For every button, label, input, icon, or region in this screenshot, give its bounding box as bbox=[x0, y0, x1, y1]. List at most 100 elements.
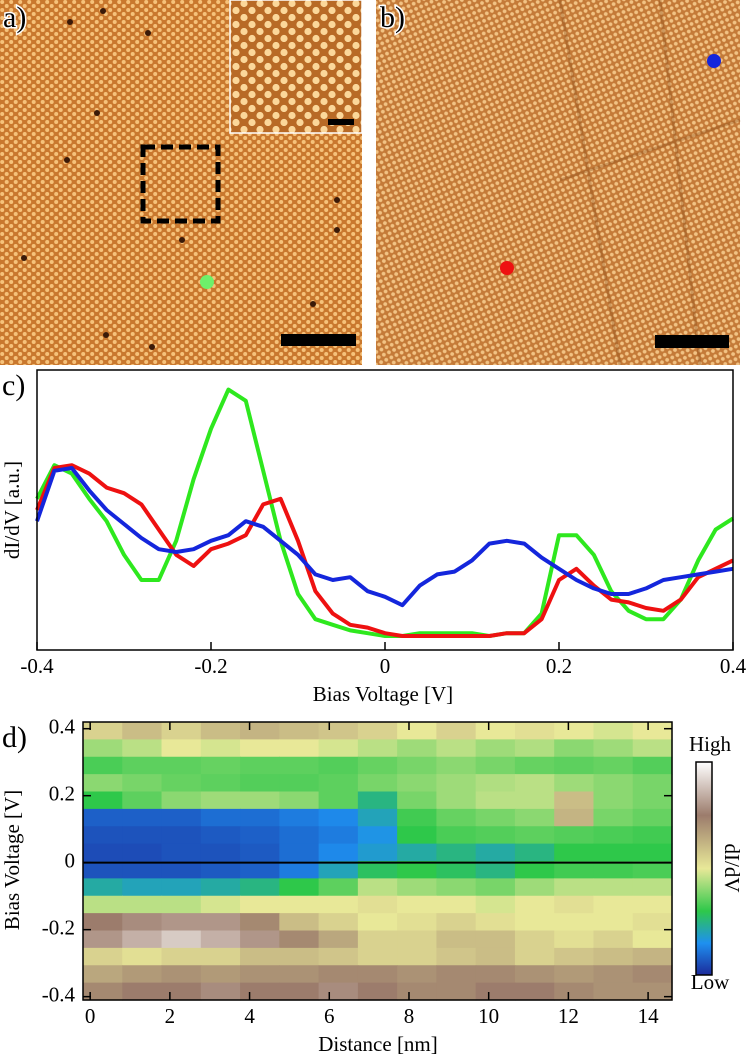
heatmap-cell bbox=[318, 930, 359, 949]
heatmap-cell bbox=[397, 774, 437, 793]
heatmap-cell bbox=[357, 756, 398, 775]
heatmap-cell bbox=[240, 965, 280, 984]
heatmap-cell bbox=[593, 878, 634, 897]
heatmap-cell bbox=[83, 982, 123, 1001]
heatmap-cell bbox=[397, 739, 437, 758]
heatmap-cell bbox=[200, 791, 241, 810]
heatmap-cell bbox=[397, 982, 437, 1001]
heatmap-cell bbox=[436, 947, 477, 966]
heatmap-cell bbox=[632, 722, 673, 740]
x-tick-label: 0.4 bbox=[720, 654, 747, 678]
heatmap-cell bbox=[632, 895, 673, 914]
heatmap-cell bbox=[279, 756, 320, 775]
heatmap-cell bbox=[554, 947, 595, 966]
heatmap-cell bbox=[514, 774, 555, 793]
heatmap-cell bbox=[318, 756, 359, 775]
heatmap-cell bbox=[397, 826, 437, 845]
heatmap-cell bbox=[122, 947, 163, 966]
heatmap-cell bbox=[161, 722, 202, 740]
heatmap-cell bbox=[436, 878, 477, 897]
heatmap-cell bbox=[475, 826, 516, 845]
heatmap-cell bbox=[475, 791, 516, 810]
heatmap-cell bbox=[279, 739, 320, 758]
heatmap-cell bbox=[357, 861, 398, 879]
heatmap-cell bbox=[554, 756, 595, 775]
heatmap-cell bbox=[161, 861, 202, 879]
x-tick-label: 4 bbox=[244, 1004, 255, 1028]
heatmap-cell bbox=[514, 722, 555, 740]
y-tick-label: -0.2 bbox=[42, 915, 75, 939]
heatmap-cell bbox=[83, 895, 123, 914]
x-tick-label: 8 bbox=[404, 1004, 415, 1028]
panel-label: b) bbox=[380, 1, 405, 34]
heatmap-cell bbox=[357, 930, 398, 949]
heatmap-cell bbox=[161, 913, 202, 932]
heatmap-cell bbox=[357, 722, 398, 740]
heatmap-cell bbox=[593, 739, 634, 758]
heatmap-cell bbox=[240, 791, 280, 810]
heatmap-cell bbox=[632, 947, 673, 966]
heatmap-cell bbox=[161, 965, 202, 984]
heatmap-cell bbox=[240, 756, 280, 775]
heatmap-cell bbox=[279, 843, 320, 862]
plot-frame bbox=[36, 369, 734, 651]
heatmap-cell bbox=[279, 965, 320, 984]
heatmap-cell bbox=[554, 791, 595, 810]
heatmap-cell bbox=[436, 930, 477, 949]
heatmap-cell bbox=[357, 913, 398, 932]
heatmap-cell bbox=[632, 982, 673, 1001]
heatmap-cell bbox=[357, 947, 398, 966]
heatmap-cell bbox=[436, 965, 477, 984]
heatmap-cell bbox=[593, 895, 634, 914]
heatmap-cell bbox=[554, 895, 595, 914]
heatmap-cell bbox=[240, 878, 280, 897]
heatmap-cell bbox=[279, 826, 320, 845]
heatmap-cell bbox=[554, 930, 595, 949]
y-axis-label: Bias Voltage [V] bbox=[0, 790, 24, 930]
heatmap-cell bbox=[593, 722, 634, 740]
heatmap-cell bbox=[397, 843, 437, 862]
heatmap-cell bbox=[514, 826, 555, 845]
panel-label: c) bbox=[2, 369, 25, 402]
heatmap-cell bbox=[83, 843, 123, 862]
y-tick-label: 0.4 bbox=[49, 715, 76, 739]
heatmap-cell bbox=[514, 756, 555, 775]
heatmap-cell bbox=[318, 843, 359, 862]
heatmap-cell bbox=[554, 861, 595, 879]
heatmap-cell bbox=[279, 722, 320, 740]
panel-label: a) bbox=[3, 1, 26, 34]
heatmap-cell bbox=[161, 982, 202, 1001]
heatmap-cell bbox=[83, 739, 123, 758]
heatmap-cell bbox=[279, 774, 320, 793]
heatmap-cell bbox=[122, 756, 163, 775]
heatmap-cell bbox=[436, 774, 477, 793]
plot-frame bbox=[82, 721, 673, 1001]
panel-label: d) bbox=[2, 721, 27, 754]
heatmap-cell bbox=[436, 982, 477, 1001]
heatmap-cell bbox=[475, 808, 516, 827]
heatmap-cell bbox=[436, 791, 477, 810]
x-tick-label: 2 bbox=[165, 1004, 176, 1028]
heatmap-cell bbox=[318, 791, 359, 810]
heatmap-cell bbox=[475, 965, 516, 984]
heatmap-cell bbox=[200, 808, 241, 827]
heatmap-cell bbox=[83, 878, 123, 897]
series-line bbox=[35, 466, 734, 608]
heatmap-cell bbox=[357, 982, 398, 1001]
heatmap-cell bbox=[397, 895, 437, 914]
heatmap-cell bbox=[514, 965, 555, 984]
heatmap-cell bbox=[554, 965, 595, 984]
heatmap-cell bbox=[475, 756, 516, 775]
heatmap-cell bbox=[318, 826, 359, 845]
heatmap-cell bbox=[514, 930, 555, 949]
heatmap-cell bbox=[279, 895, 320, 914]
stm-image-b bbox=[376, 0, 741, 366]
heatmap-cell bbox=[514, 947, 555, 966]
heatmap-cell bbox=[122, 722, 163, 740]
heatmap-cell bbox=[632, 965, 673, 984]
heatmap-cell bbox=[357, 791, 398, 810]
heatmap-cell bbox=[161, 739, 202, 758]
y-axis-label: dI/dV [a.u.] bbox=[0, 461, 24, 559]
heatmap-cell bbox=[318, 965, 359, 984]
